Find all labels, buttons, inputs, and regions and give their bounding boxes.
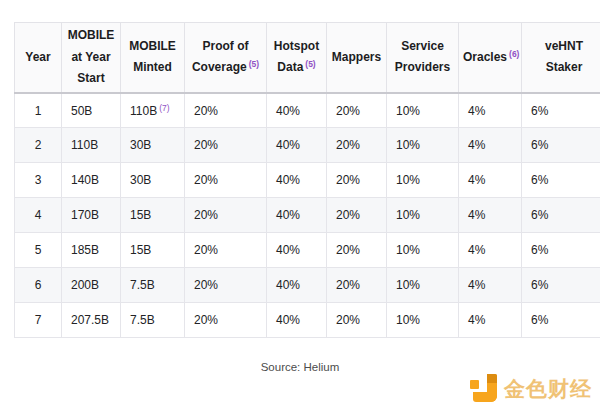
table-row-year-6: 6 200B 7.5B 20% 40% 20% 10% 4% 6%	[15, 268, 600, 303]
mobile-emission-table: Year MOBILE at Year Start MOBILE Minted …	[14, 22, 600, 338]
cell-mobile-minted: 30B	[121, 128, 185, 163]
cell-proof-of-coverage: 20%	[185, 93, 267, 128]
cell-proof-of-coverage: 20%	[185, 303, 267, 338]
cell-hotspot-data: 40%	[267, 128, 327, 163]
header-row: Year MOBILE at Year Start MOBILE Minted …	[15, 23, 600, 93]
cell-oracles: 4%	[459, 303, 522, 338]
col-header-year: Year	[15, 23, 62, 93]
cell-oracles: 4%	[459, 233, 522, 268]
cell-hotspot-data: 40%	[267, 93, 327, 128]
col-header-mobile-minted: MOBILE Minted	[121, 23, 185, 93]
cell-mobile-at-year-start: 140B	[62, 163, 121, 198]
cell-service-providers: 10%	[387, 268, 459, 303]
cell-service-providers: 10%	[387, 198, 459, 233]
cell-vehnt-staker: 6%	[522, 233, 600, 268]
table-row-year-2: 2 110B 30B 20% 40% 20% 10% 4% 6%	[15, 128, 600, 163]
cell-mobile-at-year-start: 200B	[62, 268, 121, 303]
cell-oracles: 4%	[459, 268, 522, 303]
col-header-proof-of-coverage: Proof of Coverage(5)	[185, 23, 267, 93]
cell-mappers: 20%	[327, 198, 387, 233]
cell-proof-of-coverage: 20%	[185, 128, 267, 163]
mobile-emission-table-wrap: Year MOBILE at Year Start MOBILE Minted …	[14, 22, 600, 338]
table-row-year-4: 4 170B 15B 20% 40% 20% 10% 4% 6%	[15, 198, 600, 233]
cell-mobile-minted: 110B(7)	[121, 93, 185, 128]
cell-vehnt-staker: 6%	[522, 268, 600, 303]
cell-vehnt-staker: 6%	[522, 303, 600, 338]
cell-year: 1	[15, 93, 62, 128]
col-header-service-providers: Service Providers	[387, 23, 459, 93]
cell-mobile-at-year-start: 50B	[62, 93, 121, 128]
footnote-ref-6[interactable]: (6)	[509, 49, 519, 59]
cell-hotspot-data: 40%	[267, 303, 327, 338]
col-header-mobile-at-year-start: MOBILE at Year Start	[62, 23, 121, 93]
cell-proof-of-coverage: 20%	[185, 163, 267, 198]
cell-proof-of-coverage: 20%	[185, 233, 267, 268]
cell-mobile-at-year-start: 185B	[62, 233, 121, 268]
cell-mobile-at-year-start: 110B	[62, 128, 121, 163]
cell-hotspot-data: 40%	[267, 163, 327, 198]
cell-proof-of-coverage: 20%	[185, 198, 267, 233]
cell-service-providers: 10%	[387, 93, 459, 128]
cell-vehnt-staker: 6%	[522, 198, 600, 233]
cell-mappers: 20%	[327, 163, 387, 198]
cell-oracles: 4%	[459, 163, 522, 198]
cell-mappers: 20%	[327, 128, 387, 163]
cell-year: 5	[15, 233, 62, 268]
table-row-year-3: 3 140B 30B 20% 40% 20% 10% 4% 6%	[15, 163, 600, 198]
cell-mappers: 20%	[327, 268, 387, 303]
footnote-ref-7[interactable]: (7)	[159, 103, 169, 113]
table-row-year-1: 1 50B 110B(7) 20% 40% 20% 10% 4% 6%	[15, 93, 600, 128]
cell-year: 4	[15, 198, 62, 233]
cell-hotspot-data: 40%	[267, 268, 327, 303]
jinse-logo-icon	[470, 374, 497, 402]
cell-proof-of-coverage: 20%	[185, 268, 267, 303]
cell-oracles: 4%	[459, 128, 522, 163]
cell-hotspot-data: 40%	[267, 198, 327, 233]
cell-service-providers: 10%	[387, 163, 459, 198]
cell-service-providers: 10%	[387, 233, 459, 268]
cell-year: 2	[15, 128, 62, 163]
cell-mappers: 20%	[327, 93, 387, 128]
cell-oracles: 4%	[459, 198, 522, 233]
jinse-watermark: 金色财经	[470, 374, 592, 402]
cell-year: 3	[15, 163, 62, 198]
footnote-ref-5[interactable]: (5)	[249, 59, 259, 69]
watermark-text: 金色财经	[504, 378, 592, 399]
cell-vehnt-staker: 6%	[522, 163, 600, 198]
cell-mobile-minted: 30B	[121, 163, 185, 198]
cell-service-providers: 10%	[387, 128, 459, 163]
cell-mobile-at-year-start: 170B	[62, 198, 121, 233]
cell-hotspot-data: 40%	[267, 233, 327, 268]
cell-vehnt-staker: 6%	[522, 93, 600, 128]
cell-mappers: 20%	[327, 303, 387, 338]
cell-mobile-at-year-start: 207.5B	[62, 303, 121, 338]
cell-mobile-minted: 15B	[121, 233, 185, 268]
col-header-vehnt-staker: veHNT Staker	[522, 23, 600, 93]
cell-oracles: 4%	[459, 93, 522, 128]
table-row-year-5: 5 185B 15B 20% 40% 20% 10% 4% 6%	[15, 233, 600, 268]
col-header-hotspot-data: Hotspot Data(5)	[267, 23, 327, 93]
col-header-oracles: Oracles(6)	[459, 23, 522, 93]
source-caption: Source: Helium	[0, 361, 600, 373]
table-row-year-7: 7 207.5B 7.5B 20% 40% 20% 10% 4% 6%	[15, 303, 600, 338]
cell-vehnt-staker: 6%	[522, 128, 600, 163]
col-header-mappers: Mappers	[327, 23, 387, 93]
cell-mobile-minted: 7.5B	[121, 303, 185, 338]
cell-year: 7	[15, 303, 62, 338]
cell-year: 6	[15, 268, 62, 303]
cell-mobile-minted: 7.5B	[121, 268, 185, 303]
cell-mobile-minted: 15B	[121, 198, 185, 233]
cell-service-providers: 10%	[387, 303, 459, 338]
footnote-ref-5[interactable]: (5)	[305, 59, 315, 69]
cell-mappers: 20%	[327, 233, 387, 268]
